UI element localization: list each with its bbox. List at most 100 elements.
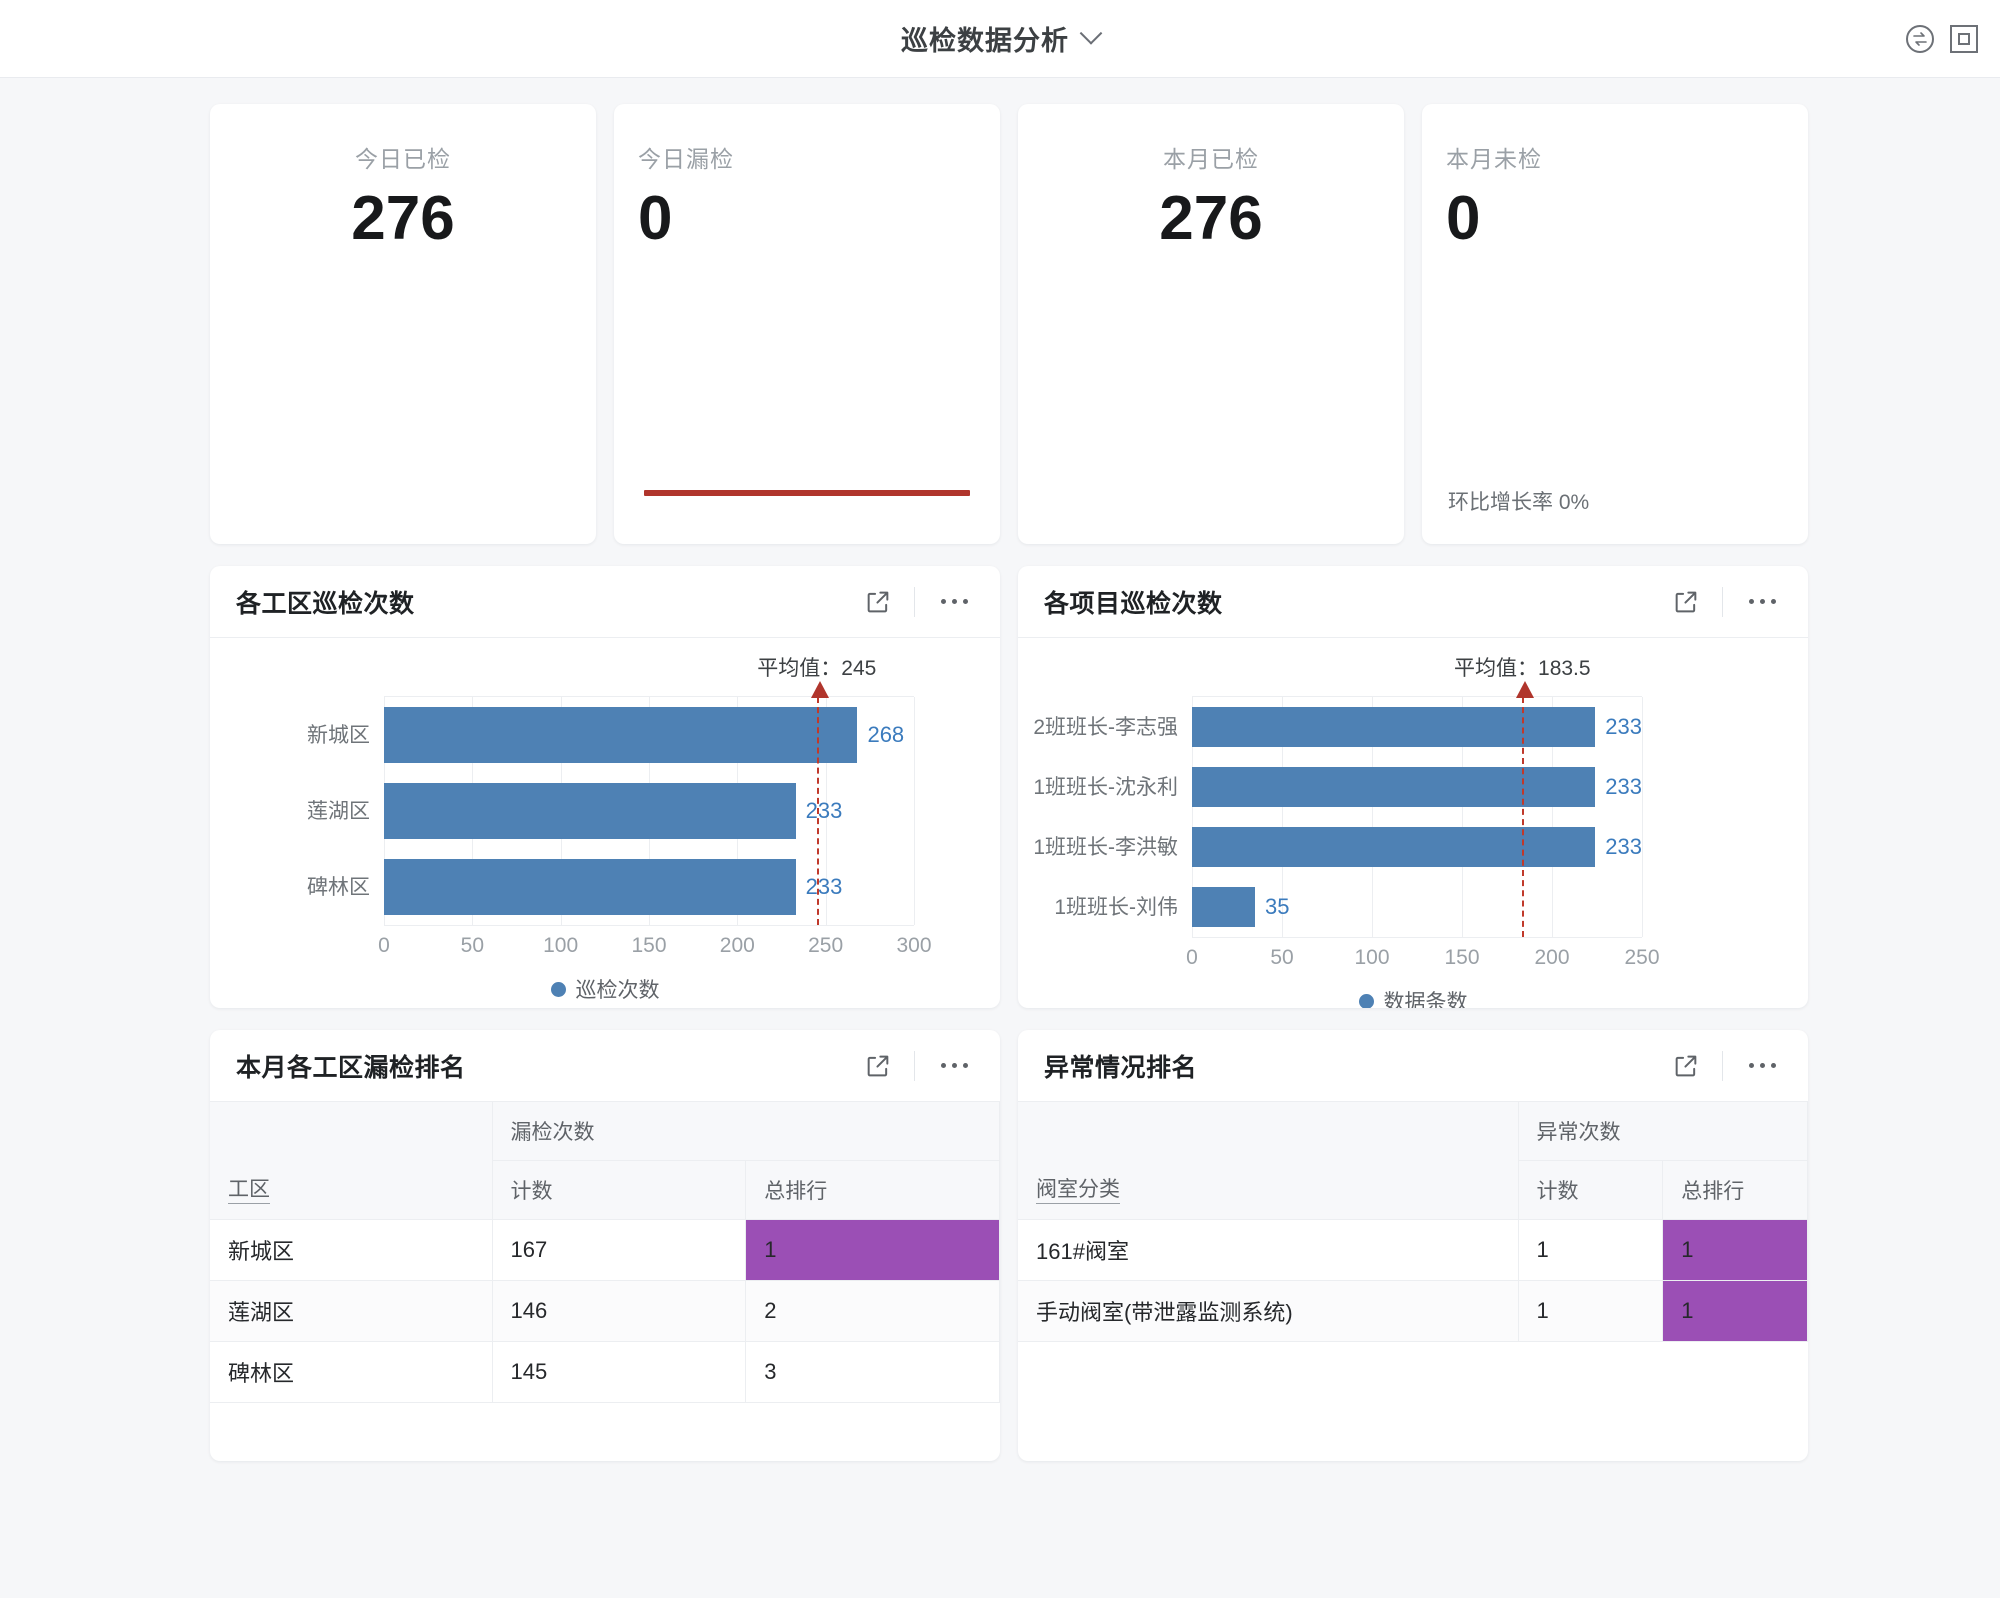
category-label: 1班班长-刘伟 bbox=[1054, 896, 1178, 919]
panel-missed-inspection-ranking: 本月各工区漏检排名 工区 漏检次数 bbox=[210, 1030, 1000, 1461]
bar-series: 268 233 233 bbox=[384, 697, 914, 925]
ellipsis-icon[interactable] bbox=[1745, 593, 1780, 610]
divider bbox=[914, 586, 915, 617]
column-header-rank[interactable]: 总排行 bbox=[745, 1160, 1000, 1220]
bar[interactable] bbox=[1192, 767, 1596, 807]
bar[interactable] bbox=[384, 707, 858, 763]
bar-value-label: 233 bbox=[1605, 774, 1642, 799]
kpi-label: 今日漏检 bbox=[638, 146, 734, 172]
external-link-icon[interactable] bbox=[864, 1052, 892, 1080]
bar-row[interactable]: 233 bbox=[384, 849, 914, 925]
table-header-sub-row: 计数 总排行 bbox=[210, 1160, 1000, 1220]
column-header-count[interactable]: 计数 bbox=[492, 1160, 747, 1220]
x-tick-label: 50 bbox=[1270, 946, 1294, 969]
legend-color-dot bbox=[1358, 993, 1374, 1008]
page-title-dropdown[interactable]: 巡检数据分析 bbox=[901, 19, 1103, 58]
external-link-icon[interactable] bbox=[1672, 588, 1700, 616]
external-link-icon[interactable] bbox=[1672, 1052, 1700, 1080]
bar[interactable] bbox=[1192, 827, 1596, 867]
bar[interactable] bbox=[1192, 887, 1255, 927]
kpi-group-month: 本月已检 276 本月未检 0 环比增长率 0% bbox=[1018, 104, 1808, 544]
bar-row[interactable]: 233 bbox=[1192, 757, 1642, 817]
kpi-card-month-inspected[interactable]: 本月已检 276 bbox=[1018, 104, 1404, 544]
panel-actions bbox=[864, 1050, 972, 1081]
kpi-card-today-missed[interactable]: 今日漏检 0 bbox=[614, 104, 1000, 544]
bar-row[interactable]: 233 bbox=[1192, 817, 1642, 877]
legend-label: 数据条数 bbox=[1383, 991, 1468, 1008]
swap-circle-icon[interactable] bbox=[1906, 24, 1934, 53]
bar-value-label: 35 bbox=[1265, 894, 1290, 919]
column-header-rowkey[interactable]: 阀室分类 bbox=[1018, 1102, 1519, 1220]
bar-row[interactable]: 268 bbox=[384, 697, 914, 773]
panel-title: 各项目巡检次数 bbox=[1044, 589, 1223, 618]
column-header-group: 漏检次数 bbox=[492, 1102, 1000, 1161]
x-tick-label: 300 bbox=[896, 934, 932, 957]
kpi-value: 276 bbox=[351, 184, 455, 253]
header-actions bbox=[1906, 24, 1978, 53]
bar[interactable] bbox=[384, 783, 796, 839]
legend-color-dot bbox=[550, 981, 566, 997]
table-row: 本月各工区漏检排名 工区 漏检次数 bbox=[0, 1030, 2000, 1461]
x-tick-label: 200 bbox=[1534, 946, 1570, 969]
bar-row[interactable]: 233 bbox=[384, 773, 914, 849]
page-title: 巡检数据分析 bbox=[901, 26, 1069, 56]
external-link-icon[interactable] bbox=[864, 588, 892, 616]
bar-row[interactable]: 35 bbox=[1192, 877, 1642, 937]
ellipsis-icon[interactable] bbox=[1745, 1057, 1780, 1074]
kpi-card-month-not-inspected[interactable]: 本月未检 0 环比增长率 0% bbox=[1422, 104, 1808, 544]
table-row[interactable]: 碑林区 145 3 bbox=[210, 1341, 1000, 1403]
app-header: 巡检数据分析 bbox=[0, 0, 2000, 78]
x-tick-label: 0 bbox=[378, 934, 390, 957]
table-header-group-row: 工区 漏检次数 bbox=[210, 1102, 1000, 1220]
cell-rank: 1 bbox=[745, 1219, 1000, 1281]
panel-header: 异常情况排名 bbox=[1018, 1030, 1808, 1102]
column-header-group: 异常次数 bbox=[1518, 1102, 1808, 1161]
bar-value-label: 268 bbox=[867, 722, 905, 747]
kpi-value: 0 bbox=[1446, 184, 1481, 253]
column-header-rowkey[interactable]: 工区 bbox=[210, 1102, 493, 1220]
plot-area: 新城区 莲湖区 碑林区 268 233 233 bbox=[234, 681, 976, 926]
bar-value-label: 233 bbox=[805, 798, 843, 823]
bar[interactable] bbox=[1192, 707, 1596, 747]
ellipsis-icon[interactable] bbox=[937, 1057, 972, 1074]
category-label: 碑林区 bbox=[307, 876, 370, 899]
cell-count: 145 bbox=[492, 1341, 747, 1403]
ellipsis-icon[interactable] bbox=[937, 593, 972, 610]
table-row[interactable]: 莲湖区 146 2 bbox=[210, 1280, 1000, 1342]
column-header-rank[interactable]: 总排行 bbox=[1662, 1160, 1808, 1220]
panel-title: 本月各工区漏检排名 bbox=[236, 1053, 466, 1082]
panel-project-inspections: 各项目巡检次数 平均值：183.5 2班班长-李志强 1班班长-沈永利 1班班长-李… bbox=[1018, 566, 1808, 1008]
gridlines bbox=[1192, 697, 1643, 937]
bar-row[interactable]: 233 bbox=[1192, 697, 1642, 757]
dashboard-body: 今日已检 276 今日漏检 0 本月已检 276 本月未检 0 环比增长率 0% bbox=[0, 78, 2000, 1461]
table-header-sub-row: 计数 总排行 bbox=[1018, 1160, 1808, 1220]
plot: 233 233 233 35 bbox=[1192, 681, 1643, 938]
x-tick-label: 250 bbox=[1624, 946, 1660, 969]
x-tick-label: 100 bbox=[543, 934, 579, 957]
bar-value-label: 233 bbox=[1605, 714, 1642, 739]
plot-area: 2班班长-李志强 1班班长-沈永利 1班班长-李洪敏 1班班长-刘伟 233 233 23… bbox=[1033, 681, 1784, 938]
table-empty-row bbox=[210, 1403, 1000, 1461]
cell-rank: 3 bbox=[745, 1341, 1000, 1403]
table-row[interactable]: 新城区 167 1 bbox=[210, 1219, 1000, 1281]
column-header-count[interactable]: 计数 bbox=[1518, 1160, 1664, 1220]
cell-name: 莲湖区 bbox=[210, 1280, 493, 1342]
category-label: 新城区 bbox=[307, 724, 370, 747]
category-label: 2班班长-李志强 bbox=[1033, 716, 1178, 739]
divider bbox=[914, 1050, 915, 1081]
panel-actions bbox=[1672, 1050, 1780, 1081]
table-row[interactable]: 手动阀室(带泄露监测系统) 1 1 bbox=[1018, 1280, 1808, 1342]
stop-square-icon[interactable] bbox=[1950, 24, 1978, 53]
kpi-underline-bar bbox=[644, 490, 970, 496]
kpi-card-today-inspected[interactable]: 今日已检 276 bbox=[210, 104, 596, 544]
x-tick-label: 0 bbox=[1186, 946, 1198, 969]
kpi-label: 本月未检 bbox=[1446, 146, 1542, 172]
cell-count: 146 bbox=[492, 1280, 747, 1342]
panel-header: 各项目巡检次数 bbox=[1018, 566, 1808, 638]
table-row[interactable]: 161#阀室 1 1 bbox=[1018, 1219, 1808, 1281]
panel-actions bbox=[1672, 586, 1780, 617]
table-body: 161#阀室 1 1 手动阀室(带泄露监测系统) 1 1 bbox=[1018, 1219, 1808, 1400]
chevron-down-icon[interactable] bbox=[1079, 21, 1103, 45]
bar[interactable] bbox=[384, 859, 796, 915]
panel-title: 各工区巡检次数 bbox=[236, 589, 415, 618]
